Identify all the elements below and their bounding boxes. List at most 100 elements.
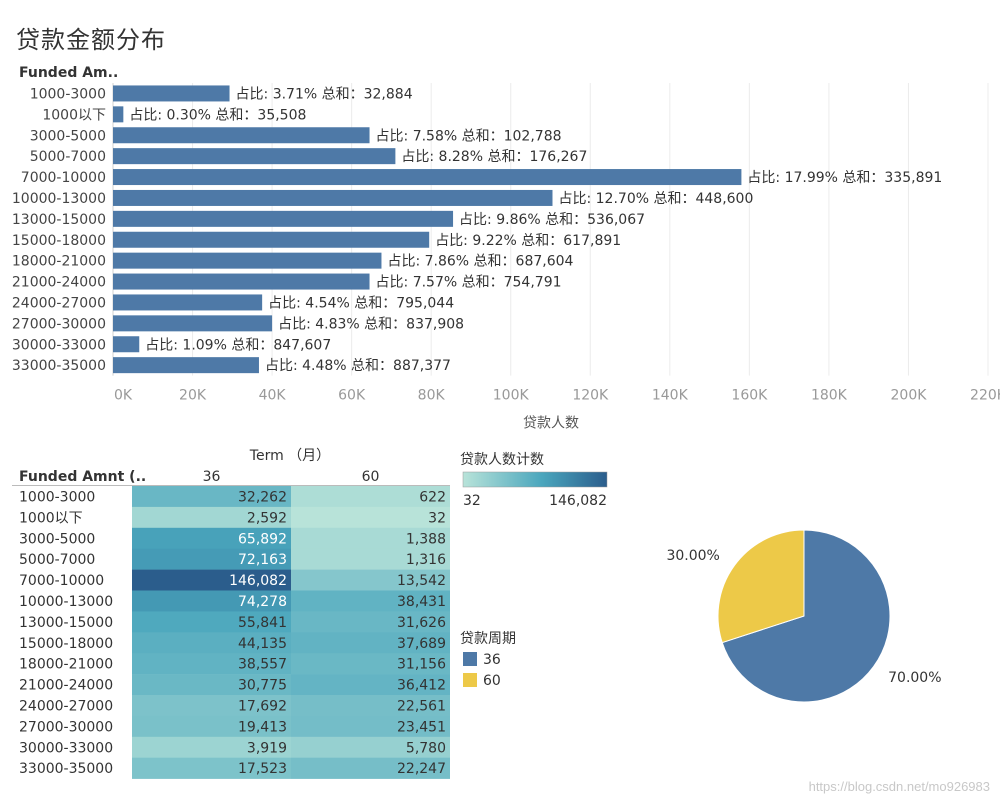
bar-category-label: 21000-24000	[12, 275, 106, 291]
heatmap-cell[interactable]	[291, 736, 450, 758]
heatmap-cell[interactable]	[291, 653, 450, 675]
bar[interactable]	[113, 148, 396, 165]
heatmap-cell-value: 1,316	[406, 552, 446, 568]
bar[interactable]	[113, 210, 454, 227]
watermark: https://blog.csdn.net/mo926983	[808, 779, 990, 794]
heatmap-row-label: 5000-7000	[19, 552, 95, 568]
heatmap-cell-value: 23,451	[397, 719, 446, 735]
heatmap-row-label: 15000-18000	[19, 636, 113, 652]
heatmap-row-label: 3000-5000	[19, 531, 95, 547]
pie-legend-swatch[interactable]	[463, 673, 477, 687]
pie-legend-label: 60	[483, 673, 501, 689]
heatmap-cell[interactable]	[291, 548, 450, 570]
heatmap-cell[interactable]	[132, 548, 291, 570]
bar-data-label: 占比: 3.71% 总和：32,884	[236, 86, 413, 102]
bar[interactable]	[113, 189, 553, 206]
bar-category-label: 27000-30000	[12, 316, 106, 332]
heatmap-cell-value: 2,592	[247, 510, 287, 526]
heatmap-cell[interactable]	[132, 653, 291, 675]
heatmap-cell[interactable]	[132, 486, 291, 508]
bar-category-label: 15000-18000	[12, 233, 106, 249]
bar[interactable]	[113, 357, 259, 374]
bar-data-label: 占比: 4.54% 总和：795,044	[268, 295, 454, 311]
bar-category-label: 18000-21000	[12, 254, 106, 270]
heatmap-cell[interactable]	[132, 632, 291, 654]
bar[interactable]	[113, 85, 230, 102]
heatmap-cell[interactable]	[291, 674, 450, 696]
heatmap-cell-value: 17,523	[238, 761, 287, 777]
heatmap-cell[interactable]	[132, 757, 291, 779]
heatmap-cell-value: 32,262	[238, 489, 287, 505]
heatmap-column-label: 60	[362, 469, 380, 485]
pie-slice[interactable]	[717, 529, 805, 644]
pie-slice-label: 30.00%	[666, 548, 719, 564]
heatmap-row-label: 1000以下	[19, 510, 83, 526]
heatmap-title: Term （月）	[249, 448, 330, 464]
heatmap-cell[interactable]	[291, 590, 450, 612]
heatmap-cell[interactable]	[132, 569, 291, 591]
bar[interactable]	[113, 273, 370, 290]
heatmap-cell[interactable]	[132, 611, 291, 633]
heatmap-cell[interactable]	[132, 695, 291, 717]
heatmap-column-label: 36	[203, 469, 221, 485]
heatmap-cell[interactable]	[291, 569, 450, 591]
heatmap-cell[interactable]	[291, 715, 450, 738]
heatmap-cell-value: 65,892	[238, 531, 287, 547]
heatmap-cell-value: 22,561	[397, 698, 446, 714]
funded-amount-bar-chart: Funded Am.. 1000-3000 占比: 3.71% 总和：32,884 1…	[12, 65, 1000, 432]
bar[interactable]	[113, 231, 430, 248]
heatmap-row-label: 18000-21000	[19, 657, 113, 673]
pie-legend-swatch[interactable]	[463, 652, 477, 666]
heatmap-cell-value: 622	[419, 489, 446, 505]
bar[interactable]	[113, 127, 370, 144]
bar-row-header: Funded Am..	[19, 65, 118, 81]
x-tick-label: 80K	[418, 388, 446, 404]
heatmap-cell[interactable]	[291, 506, 450, 529]
heatmap-cell-value: 146,082	[229, 573, 287, 589]
heatmap-cell[interactable]	[291, 632, 450, 654]
heatmap-cell[interactable]	[132, 527, 291, 549]
heatmap-cell-value: 1,388	[406, 531, 446, 547]
heatmap-cell-value: 31,626	[397, 615, 446, 631]
heatmap-cell-value: 72,163	[238, 552, 287, 568]
bar-category-label: 3000-5000	[30, 128, 106, 144]
heatmap-cell-value: 5,780	[406, 740, 446, 756]
bar-category-label: 13000-15000	[12, 212, 106, 228]
heatmap-row-label: 7000-10000	[19, 573, 104, 589]
bar-data-label: 占比: 9.86% 总和：536,067	[459, 212, 645, 228]
heatmap-row-label: 21000-24000	[19, 678, 113, 694]
pie-slice[interactable]	[721, 529, 891, 703]
heatmap-cell[interactable]	[291, 611, 450, 633]
heatmap-cell[interactable]	[132, 715, 291, 738]
bar-data-label: 占比: 8.28% 总和：176,267	[401, 149, 587, 165]
heatmap-cell-value: 38,431	[397, 594, 446, 610]
bar[interactable]	[113, 336, 140, 353]
bar-data-label: 占比: 9.22% 总和：617,891	[435, 233, 621, 249]
heatmap-cell[interactable]	[291, 527, 450, 549]
heatmap-cell-value: 30,775	[238, 678, 287, 694]
bar-category-label: 24000-27000	[12, 295, 106, 311]
heatmap-cell-value: 44,135	[238, 636, 287, 652]
heatmap-row-label: 33000-35000	[19, 761, 113, 777]
bar[interactable]	[113, 294, 263, 311]
x-tick-label: 20K	[179, 388, 207, 404]
x-tick-label: 220K	[970, 388, 1000, 404]
pie-slice-label: 70.00%	[888, 670, 941, 686]
heatmap-cell[interactable]	[132, 506, 291, 529]
bar-category-label: 7000-10000	[21, 170, 106, 186]
pie-legend-title: 贷款周期	[460, 631, 516, 647]
term-pie-chart: 70.00% 30.00%	[666, 529, 942, 703]
heatmap-cell[interactable]	[291, 695, 450, 717]
bar-data-label: 占比: 17.99% 总和：335,891	[747, 170, 942, 186]
bar[interactable]	[113, 252, 382, 269]
heatmap-cell[interactable]	[291, 757, 450, 779]
heatmap-cell[interactable]	[132, 736, 291, 758]
bar[interactable]	[113, 169, 742, 186]
heatmap-cell[interactable]	[132, 674, 291, 696]
legends-panel: 贷款人数计数 32 146,082 贷款周期 36 60	[460, 452, 608, 689]
heatmap-cell[interactable]	[132, 590, 291, 612]
heatmap-cell[interactable]	[291, 486, 450, 508]
bar-category-label: 33000-35000	[12, 358, 106, 374]
bar[interactable]	[113, 106, 124, 123]
bar[interactable]	[113, 315, 273, 332]
